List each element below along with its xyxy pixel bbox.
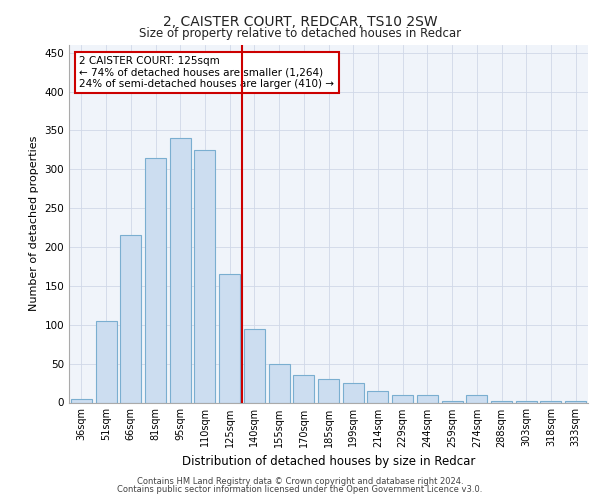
Bar — [565, 401, 586, 402]
Bar — [442, 401, 463, 402]
Text: Size of property relative to detached houses in Redcar: Size of property relative to detached ho… — [139, 28, 461, 40]
Bar — [491, 401, 512, 402]
Text: 2 CAISTER COURT: 125sqm
← 74% of detached houses are smaller (1,264)
24% of semi: 2 CAISTER COURT: 125sqm ← 74% of detache… — [79, 56, 334, 89]
Bar — [219, 274, 240, 402]
Bar — [367, 391, 388, 402]
Bar — [269, 364, 290, 403]
Bar — [71, 398, 92, 402]
Bar — [392, 394, 413, 402]
Bar — [516, 401, 537, 402]
X-axis label: Distribution of detached houses by size in Redcar: Distribution of detached houses by size … — [182, 455, 475, 468]
Y-axis label: Number of detached properties: Number of detached properties — [29, 136, 39, 312]
Bar — [343, 383, 364, 402]
Bar — [194, 150, 215, 403]
Bar — [541, 401, 562, 402]
Bar — [417, 394, 438, 402]
Bar — [95, 321, 116, 402]
Bar — [120, 236, 141, 402]
Text: 2, CAISTER COURT, REDCAR, TS10 2SW: 2, CAISTER COURT, REDCAR, TS10 2SW — [163, 15, 437, 29]
Bar — [293, 376, 314, 402]
Text: Contains public sector information licensed under the Open Government Licence v3: Contains public sector information licen… — [118, 485, 482, 494]
Text: Contains HM Land Registry data © Crown copyright and database right 2024.: Contains HM Land Registry data © Crown c… — [137, 477, 463, 486]
Bar — [145, 158, 166, 402]
Bar — [318, 379, 339, 402]
Bar — [170, 138, 191, 402]
Bar — [244, 328, 265, 402]
Bar — [466, 394, 487, 402]
